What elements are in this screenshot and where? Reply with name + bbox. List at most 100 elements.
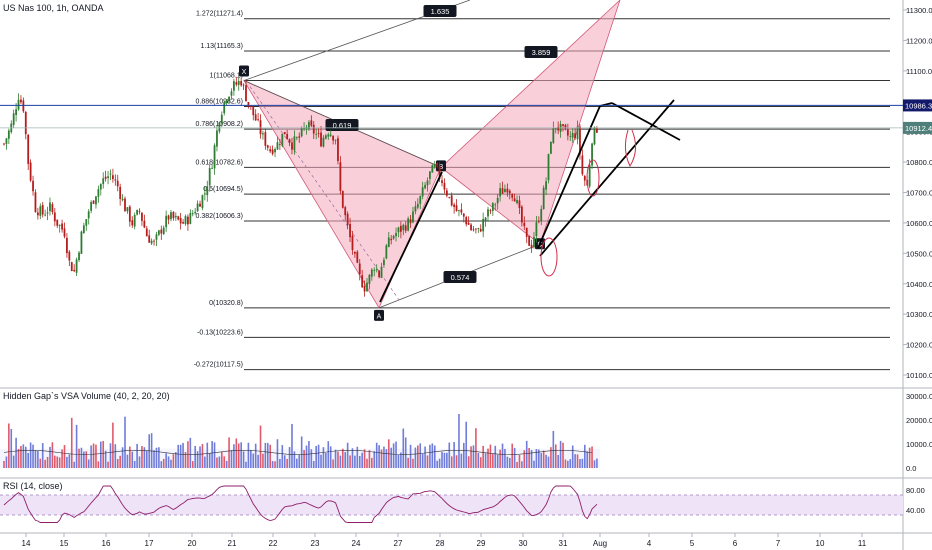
candle-body [44,214,47,216]
candle-body [259,120,262,135]
symbol-title[interactable]: US Nas 100, 1h, OANDA [3,3,104,13]
candle-body [85,219,88,226]
volume-bar [5,456,8,468]
volume-bar [141,446,143,468]
volume-bars [0,414,600,468]
volume-bar [44,459,46,468]
volume-bar [363,449,366,468]
volume-bar [189,437,192,468]
candle-body [15,109,17,115]
volume-bar [160,461,163,468]
volume-bar [102,441,105,468]
volume-bar [34,450,37,468]
candle-body [380,266,383,278]
volume-bar [145,450,148,468]
fib-level-label: 0.886(10982.6) [196,99,243,106]
candle-body [36,212,39,216]
volume-bar [3,460,5,468]
volume-bar [479,457,482,468]
candle-body [281,133,284,147]
candlesticks [3,76,598,297]
candle-body [329,134,332,136]
candle-body [276,142,279,150]
volume-bar [489,444,492,468]
volume-bar [443,452,446,468]
candle-body [27,134,30,164]
candle-body [516,199,518,204]
volume-bar [591,446,593,468]
volume-bar [571,445,574,468]
volume-bar [397,454,400,468]
volume-bar [496,454,499,468]
candle-body [312,124,315,134]
candle-body [41,204,44,215]
volume-bar [17,448,20,468]
volume-bar [513,447,516,468]
price-tick-label: 10200.0 [906,341,932,350]
volume-bar [22,444,25,468]
rsi-indicator-label[interactable]: RSI (14, close) [3,481,63,491]
time-tick-label: 27 [394,539,403,548]
ratio-ac-label-bg [443,271,477,283]
fib-level-label: 1.13(11165.3) [200,43,243,50]
volume-bar [412,458,414,468]
volume-bar [530,450,533,468]
xa-dashed-guide [249,86,400,301]
volume-bar [465,421,468,468]
candle-body [443,182,446,190]
candle-body [375,269,378,271]
candle-body [438,165,441,179]
volume-bar [225,460,228,468]
volume-bar [407,457,409,468]
candle-body [337,138,339,161]
candle-body [407,218,410,231]
candle-body [262,133,264,135]
volume-bar [339,455,342,468]
volume-bar [296,458,298,468]
volume-bar [371,457,373,468]
candle-body [433,164,436,167]
volume-bar [453,441,455,468]
candle-body [162,227,165,234]
volume-bar [70,417,73,468]
volume-bar [218,456,221,468]
volume-bar [540,453,543,468]
volume-bar [586,451,589,468]
volume-bar [305,445,308,468]
candle-body [460,209,463,213]
candle-body [412,211,414,223]
price-tick-label: 10400.0 [906,280,932,289]
candle-body [491,203,494,211]
volume-indicator-label[interactable]: Hidden Gap`s VSA Volume (40, 2, 20, 20) [3,391,170,401]
volume-bar [322,447,325,468]
volume-bar [317,444,320,468]
volume-bar [148,434,150,468]
trend-drawings[interactable] [379,99,681,303]
volume-bar [499,449,501,468]
candle-body [351,235,354,251]
price-tick-label: 10500.0 [906,249,932,258]
candle-body [184,216,187,225]
ratio-top-label-bg [423,5,457,17]
candle-body [269,149,272,152]
volume-bar [579,458,581,468]
volume-bar [458,414,460,468]
candle-body [370,269,373,277]
candle-body [506,188,509,193]
candle-body [533,236,535,247]
candle-body [53,212,56,222]
volume-bar [574,454,576,468]
rsi-series [0,485,903,523]
fib-level-label: 0.5(10694.5) [203,186,243,193]
candle-body [508,190,511,194]
fib-level-label: -0.272(10117.5) [194,362,243,369]
candle-body [320,132,322,147]
volume-bar [24,446,27,468]
volume-bar [315,445,317,468]
volume-bar [564,459,567,468]
volume-bar [455,455,458,468]
volume-bar [46,456,49,468]
price-axis-area[interactable] [903,0,932,550]
candle-body [332,135,335,141]
